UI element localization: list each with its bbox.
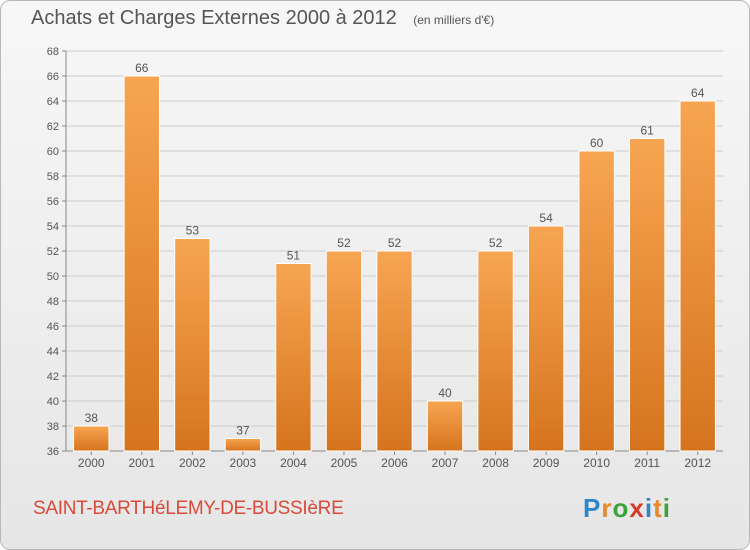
y-tick-label: 64 — [47, 96, 59, 108]
x-tick-label-2007: 2007 — [432, 456, 459, 470]
x-tick-label-2008: 2008 — [482, 456, 509, 470]
y-tick-label: 44 — [47, 346, 59, 358]
bars — [73, 75, 716, 452]
x-tick-label-2004: 2004 — [280, 456, 307, 470]
data-label-2005: 52 — [337, 236, 351, 250]
x-tick-label-2001: 2001 — [128, 456, 155, 470]
chart-title-main: Achats et Charges Externes 2000 à 2012 — [31, 7, 397, 29]
proxiti-logo: Proxiti — [583, 493, 671, 524]
y-tick-label: 36 — [47, 446, 59, 458]
data-label-2001: 66 — [135, 61, 149, 75]
x-tick-label-2009: 2009 — [533, 456, 560, 470]
x-tick-labels: 2000 2001 2002 2003 2004 2005 2006 2007 2008 2009… — [78, 456, 711, 470]
x-tick-label-2006: 2006 — [381, 456, 408, 470]
logo-letter: t — [653, 493, 663, 523]
logo-letter: x — [629, 493, 645, 523]
bar-2008 — [477, 250, 514, 452]
logo-letter: P — [583, 493, 602, 523]
data-label-2008: 52 — [489, 236, 503, 250]
chart-title: Achats et Charges Externes 2000 à 2012 (… — [31, 7, 494, 30]
x-tick-label-2011: 2011 — [634, 456, 660, 470]
x-tick-label-2010: 2010 — [583, 456, 610, 470]
chart-title-unit: (en milliers d'€) — [413, 13, 495, 27]
bar-2002 — [174, 238, 211, 452]
data-label-2004: 51 — [287, 249, 301, 263]
bar-2001 — [123, 75, 160, 452]
data-label-2007: 40 — [438, 386, 452, 400]
data-label-2010: 60 — [590, 136, 604, 150]
bar-2009 — [527, 225, 565, 452]
x-tick-label-2000: 2000 — [78, 456, 105, 470]
bar-2000 — [73, 425, 110, 452]
x-tick-label-2012: 2012 — [684, 456, 711, 470]
bar-2010 — [578, 150, 615, 452]
data-label-2009: 54 — [539, 211, 553, 225]
y-tick-label: 62 — [47, 121, 59, 133]
logo-letter: i — [662, 493, 671, 523]
y-tick-label: 58 — [47, 171, 59, 183]
y-tick-label: 38 — [47, 421, 59, 433]
logo-letter: o — [612, 493, 630, 523]
y-tick-label: 40 — [47, 396, 59, 408]
bar-2006 — [376, 250, 413, 452]
y-tick-label: 50 — [47, 271, 59, 283]
bar-2011 — [629, 138, 666, 452]
bar-2012 — [679, 100, 716, 452]
bar-2005 — [325, 250, 363, 452]
data-label-2003: 37 — [236, 424, 250, 438]
y-tick-label: 54 — [47, 221, 59, 233]
y-tick-label: 46 — [47, 321, 59, 333]
y-tick-label: 60 — [47, 146, 59, 158]
y-tick-label: 48 — [47, 296, 59, 308]
bar-2003 — [224, 438, 262, 452]
x-tick-label-2003: 2003 — [230, 456, 257, 470]
y-tick-label: 68 — [47, 46, 59, 58]
y-tick-labels: 36 38 40 42 44 46 48 50 52 54 56 58 60 62 64 66 68 — [47, 46, 59, 458]
y-tick-label: 52 — [47, 246, 59, 258]
logo-letter: r — [601, 493, 613, 523]
x-tick-label-2005: 2005 — [331, 456, 358, 470]
data-label-2002: 53 — [186, 224, 200, 238]
x-tick-label-2002: 2002 — [179, 456, 206, 470]
bar-2007 — [426, 400, 464, 452]
commune-name: SAINT-BARTHéLEMY-DE-BUSSIèRE — [33, 498, 344, 519]
data-label-2011: 61 — [641, 124, 655, 138]
data-label-2006: 52 — [388, 236, 402, 250]
logo-letter: i — [644, 493, 654, 523]
y-tick-label: 56 — [47, 196, 59, 208]
y-tick-label: 66 — [47, 71, 59, 83]
data-label-2000: 38 — [85, 411, 99, 425]
data-labels: 38 66 53 37 51 52 52 40 52 54 60 61 64 — [85, 61, 705, 438]
data-label-2012: 64 — [691, 86, 705, 100]
y-tick-label: 42 — [47, 371, 59, 383]
bar-2004 — [275, 263, 312, 452]
